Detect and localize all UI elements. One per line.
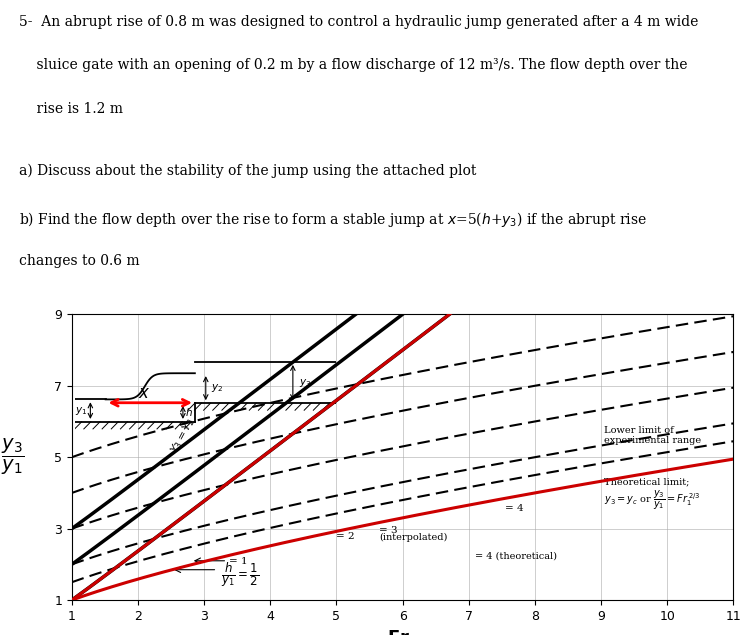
Text: $Y_3 = Y_2$: $Y_3 = Y_2$ [168,415,198,456]
Text: = 1: = 1 [229,558,248,566]
Text: a) Discuss about the stability of the jump using the attached plot: a) Discuss about the stability of the ju… [19,164,476,178]
Text: sluice gate with an opening of 0.2 m by a flow discharge of 12 m³/s. The flow de: sluice gate with an opening of 0.2 m by … [19,58,687,72]
Text: Theoretical limit;
$y_3 = y_c$ or $\dfrac{y_3}{y_1} = Fr_1^{\,2/3}$: Theoretical limit; $y_3 = y_c$ or $\dfra… [604,478,701,512]
Text: Lower limit of
experimental range: Lower limit of experimental range [604,426,702,446]
Y-axis label: $\dfrac{y_3}{y_1}$: $\dfrac{y_3}{y_1}$ [1,437,24,478]
Text: 5-  An abrupt rise of 0.8 m was designed to control a hydraulic jump generated a: 5- An abrupt rise of 0.8 m was designed … [19,15,699,29]
X-axis label: $\mathbf{Fr_{1}}$: $\mathbf{Fr_{1}}$ [387,629,418,635]
Text: (interpolated): (interpolated) [380,533,448,542]
Text: = 4 (theoretical): = 4 (theoretical) [476,552,557,561]
Text: rise is 1.2 m: rise is 1.2 m [19,102,123,116]
Text: = 2: = 2 [336,532,355,542]
Text: changes to 0.6 m: changes to 0.6 m [19,254,140,268]
Text: = 3: = 3 [380,526,398,535]
Text: b) Find the flow depth over the rise to form a stable jump at $x$=5($h$+$y_3$) i: b) Find the flow depth over the rise to … [19,210,646,229]
Text: $\dfrac{h}{y_1} = \dfrac{1}{2}$: $\dfrac{h}{y_1} = \dfrac{1}{2}$ [221,561,259,589]
Text: = 4: = 4 [505,504,524,513]
